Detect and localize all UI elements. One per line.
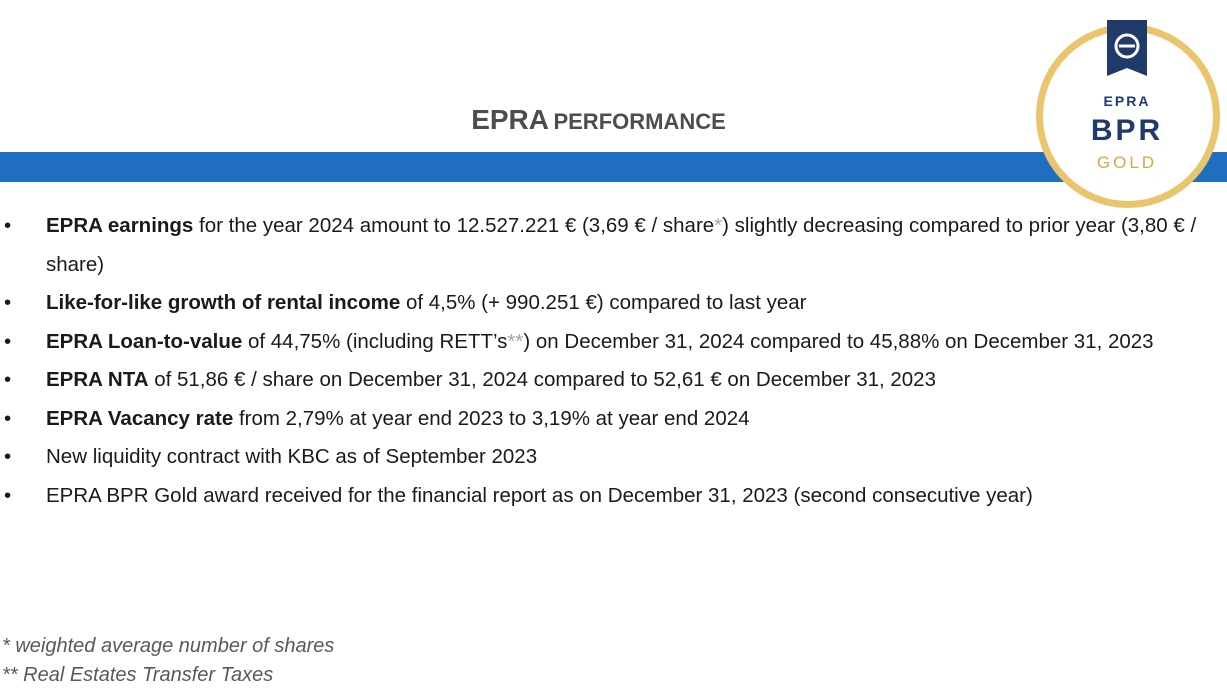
badge-ribbon	[1107, 20, 1147, 76]
bullet-item: EPRA earnings for the year 2024 amount t…	[0, 207, 1205, 284]
bullet-normal: ) slightly decreasing compared to prior …	[46, 214, 1197, 276]
badge-bottom: GOLD	[1097, 153, 1157, 172]
bullet-item: EPRA BPR Gold award received for the fin…	[0, 477, 1205, 516]
bullet-normal: for the year 2024 amount to 12.527.221 €…	[193, 214, 715, 237]
bullet-note: *	[714, 214, 723, 237]
bullet-item: EPRA NTA of 51,86 € / share on December …	[0, 361, 1205, 400]
footnote: ** Real Estates Transfer Taxes	[2, 664, 274, 686]
badge: EPRA BPR GOLD	[1036, 20, 1220, 208]
title-rest: PERFORMANCE	[553, 109, 726, 134]
bullet-normal: New liquidity contract with KBC as of Se…	[46, 445, 538, 468]
bullet-normal: of 4,5% (+ 990.251 €) compared to last y…	[400, 291, 807, 314]
bullet-normal: ) on December 31, 2024 compared to 45,88…	[523, 329, 1154, 353]
bullet-normal: EPRA BPR Gold award received for the fin…	[46, 483, 1033, 507]
bullet-bold: Like-for-like growth of rental income	[46, 291, 401, 314]
footnote: * weighted average number of shares	[2, 635, 335, 657]
badge-icon	[1114, 33, 1140, 59]
badge-face	[1043, 31, 1213, 201]
bullet-item: EPRA Loan-to-value of 44,75% (including …	[0, 323, 1205, 362]
badge-top: EPRA	[1104, 93, 1151, 109]
bullet-item: Like-for-like growth of rental income of…	[0, 284, 1205, 323]
bullet-bold: EPRA Vacancy rate	[46, 406, 234, 430]
title: EPRA PERFORMANCE	[0, 104, 1197, 136]
bullet-normal: from 2,79% at year end 2023 to 3,19% at …	[233, 406, 750, 430]
bullet-bold: EPRA NTA	[46, 368, 149, 391]
bullet-note: **	[507, 329, 524, 353]
badge-middle: BPR	[1091, 114, 1163, 147]
bullet-item: New liquidity contract with KBC as of Se…	[0, 438, 1205, 477]
bullet-bold: EPRA Loan-to-value	[46, 329, 243, 353]
footnotes: * weighted average number of shares ** Re…	[2, 632, 334, 690]
bullet-normal: of 44,75% (including RETT’s	[242, 329, 508, 353]
bullet-bold: EPRA earnings	[46, 214, 194, 237]
bullet-list: EPRA earnings for the year 2024 amount t…	[0, 207, 1205, 515]
title-main: EPRA	[471, 104, 549, 135]
header-bar	[0, 152, 1227, 182]
bullet-normal: of 51,86 € / share on December 31, 2024 …	[148, 368, 936, 391]
bullet-item: EPRA Vacancy rate from 2,79% at year end…	[0, 400, 1205, 439]
